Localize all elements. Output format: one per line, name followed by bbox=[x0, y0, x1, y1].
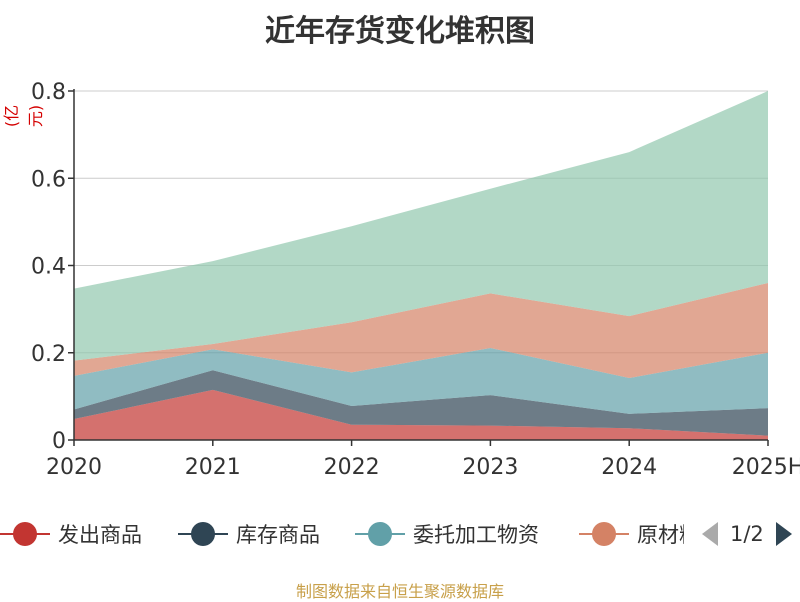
x-tick-label: 2020 bbox=[46, 455, 102, 480]
chart-title: 近年存货变化堆积图 bbox=[265, 14, 535, 49]
y-tick-label: 0.2 bbox=[31, 342, 66, 367]
area-series bbox=[74, 91, 768, 440]
area-series-3[interactable] bbox=[74, 347, 768, 414]
legend-label: 发出商品 bbox=[58, 523, 142, 547]
area-series-5[interactable] bbox=[74, 91, 768, 361]
legend-marker-icon bbox=[355, 522, 405, 546]
legend-marker-icon bbox=[0, 522, 50, 546]
y-tick-label: 0 bbox=[52, 429, 66, 454]
legend-item-4[interactable]: 原材料 bbox=[579, 514, 684, 554]
legend-marker-icon bbox=[579, 522, 629, 546]
prev-page-icon[interactable] bbox=[700, 520, 720, 548]
legend-page-indicator: 1/2 bbox=[730, 522, 764, 546]
x-tick-label: 2022 bbox=[324, 455, 380, 480]
legend-label: 委托加工物资 bbox=[413, 523, 539, 547]
legend-label: 库存商品 bbox=[236, 523, 320, 547]
area-series-4[interactable] bbox=[74, 282, 768, 379]
x-tick-label: 2024 bbox=[601, 455, 657, 480]
next-page-icon[interactable] bbox=[774, 520, 794, 548]
axes: 0 0.2 0.4 0.6 0.8 2020 2021 2022 2023 2024 2025H bbox=[31, 80, 800, 480]
legend-marker-icon bbox=[178, 522, 228, 546]
x-tick-label: 2023 bbox=[462, 455, 518, 480]
y-tick-label: 0.4 bbox=[31, 255, 66, 280]
data-source-footer: 制图数据来自恒生聚源数据库 bbox=[295, 582, 504, 601]
x-tick-label: 2025H bbox=[732, 455, 800, 480]
legend-item-3[interactable]: 委托加工物资 bbox=[355, 514, 539, 554]
area-series-2[interactable] bbox=[74, 370, 768, 436]
legend-items: 发出商品 库存商品 委托加工物资 原材料 bbox=[0, 514, 684, 554]
legend-label: 原材料 bbox=[637, 523, 684, 547]
x-tick-label: 2021 bbox=[185, 455, 241, 480]
legend-pager: 1/2 bbox=[700, 514, 794, 554]
legend-item-1[interactable]: 发出商品 bbox=[0, 514, 142, 554]
legend-item-2[interactable]: 库存商品 bbox=[178, 514, 320, 554]
legend: 发出商品 库存商品 委托加工物资 原材料 bbox=[0, 514, 800, 554]
area-series-1[interactable] bbox=[74, 389, 768, 440]
y-tick-label: 0.8 bbox=[31, 80, 66, 105]
y-tick-label: 0.6 bbox=[31, 167, 66, 192]
